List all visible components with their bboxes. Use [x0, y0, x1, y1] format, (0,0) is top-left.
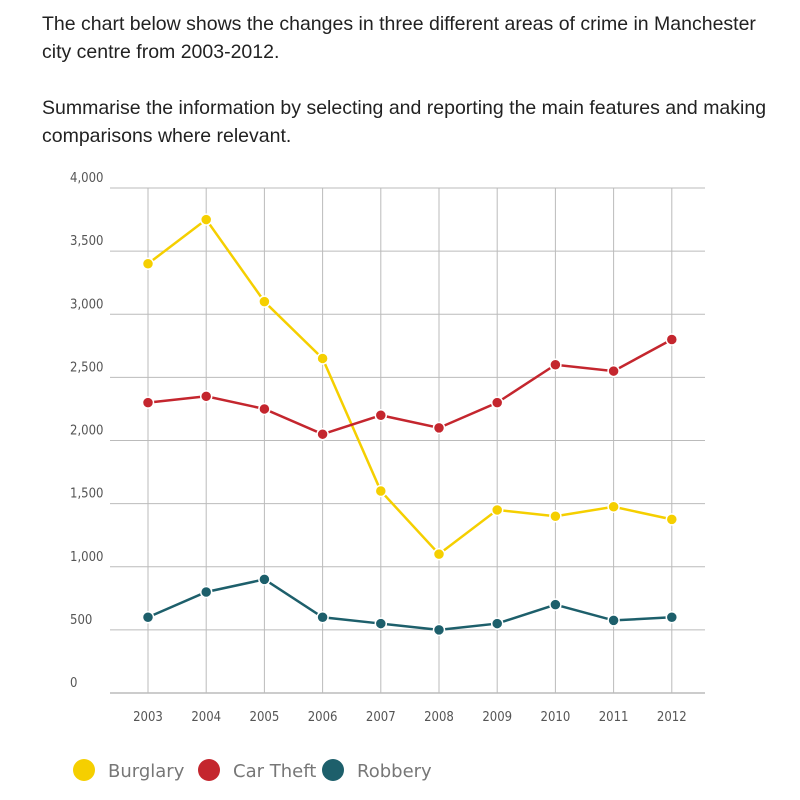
x-tick-label: 2010 — [541, 710, 571, 725]
data-point — [607, 614, 620, 627]
x-tick-label: 2003 — [133, 710, 163, 725]
data-point — [432, 623, 446, 637]
data-point — [549, 598, 562, 611]
data-point — [665, 611, 679, 624]
x-tick-label: 2005 — [250, 710, 280, 725]
data-point — [141, 611, 155, 624]
data-point — [258, 402, 271, 416]
data-point — [141, 257, 155, 270]
legend-label: Car Theft — [233, 761, 316, 782]
data-point — [374, 617, 388, 630]
data-point — [432, 421, 446, 435]
legend-label: Burglary — [108, 761, 185, 782]
legend-item: Robbery — [322, 759, 432, 782]
legend-item: Car Theft — [198, 759, 316, 782]
data-point — [374, 484, 388, 498]
data-point — [432, 547, 446, 561]
legend-swatch — [198, 759, 220, 781]
data-point — [665, 333, 679, 346]
series-line — [147, 338, 673, 436]
legend-item: Burglary — [73, 759, 185, 782]
data-point — [607, 500, 620, 514]
x-tick-label: 2009 — [482, 710, 512, 725]
x-tick-label: 2012 — [657, 710, 687, 725]
series-car-theft — [141, 333, 679, 441]
y-tick-label: 500 — [70, 613, 92, 628]
data-point — [490, 396, 504, 409]
y-tick-label: 3,000 — [70, 297, 103, 312]
x-tick-label: 2004 — [191, 710, 221, 725]
x-tick-label: 2006 — [308, 710, 338, 725]
series-line — [147, 217, 673, 556]
y-tick-label: 0 — [70, 676, 77, 691]
prompt-paragraph-2: Summarise the information by selecting a… — [42, 97, 767, 147]
y-tick-label: 4,000 — [70, 171, 103, 186]
data-point — [199, 213, 213, 226]
data-point — [316, 427, 329, 441]
y-tick-label: 1,000 — [70, 550, 103, 565]
x-tick-label: 2008 — [424, 710, 454, 725]
legend-swatch — [322, 759, 344, 781]
y-tick-label: 2,500 — [70, 360, 103, 375]
data-point — [607, 364, 620, 378]
data-point — [490, 503, 504, 517]
data-point — [549, 358, 562, 371]
legend-swatch — [73, 759, 95, 781]
data-point — [665, 513, 679, 526]
data-point — [199, 390, 213, 403]
data-point — [141, 396, 155, 409]
x-tick-label: 2007 — [366, 710, 396, 725]
data-point — [549, 510, 562, 523]
data-point — [316, 352, 329, 365]
prompt-paragraph-1: The chart below shows the changes in thr… — [42, 13, 756, 63]
data-point — [316, 611, 329, 624]
task-prompt: The chart below shows the changes in thr… — [42, 10, 782, 178]
data-point — [199, 585, 213, 599]
legend-label: Robbery — [357, 761, 432, 782]
data-point — [490, 617, 504, 630]
data-point — [258, 295, 271, 308]
series-line — [147, 578, 672, 632]
y-tick-label: 1,500 — [70, 487, 103, 502]
series-robbery — [141, 573, 679, 637]
series-burglary — [141, 213, 679, 561]
data-point — [258, 573, 271, 586]
data-point — [374, 409, 388, 422]
y-tick-label: 3,500 — [70, 234, 103, 249]
y-tick-label: 2,000 — [70, 424, 103, 439]
x-tick-label: 2011 — [599, 710, 629, 725]
